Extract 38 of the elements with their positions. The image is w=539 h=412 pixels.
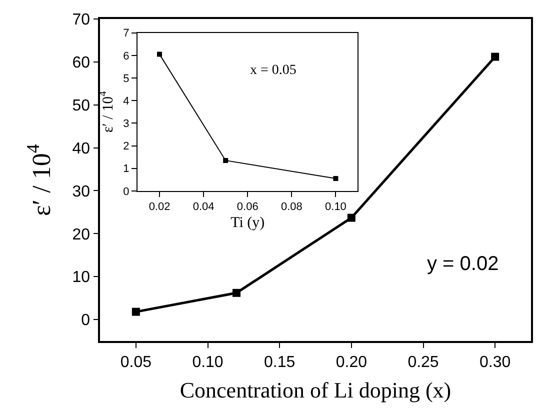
x-tick-label: 0.05	[120, 354, 152, 371]
x-axis-title: Concentration of Li doping (x)	[180, 377, 452, 402]
y-tick-label: 6	[123, 50, 130, 62]
y-tick-label: 50	[72, 97, 90, 114]
x-tick-label: 0.15	[264, 354, 296, 371]
y-tick-label: 1	[123, 163, 130, 176]
y-tick-label: 0	[123, 186, 130, 198]
y-tick-label: 4	[123, 95, 130, 108]
point	[347, 214, 356, 222]
y-tick-label: 60	[72, 54, 90, 72]
y-tick-label: 20	[72, 226, 90, 244]
x-tick-label: 0.10	[192, 354, 224, 371]
x-tick-label: 0.08	[280, 201, 302, 214]
y-tick-label: 10	[72, 269, 90, 286]
y-tick-label: 40	[72, 140, 90, 158]
point	[232, 288, 240, 297]
point	[333, 176, 338, 182]
x-tick-label: 0.20	[336, 354, 368, 371]
y-tick-label: 5	[123, 72, 130, 85]
y-tick-label: 70	[72, 12, 90, 29]
point	[132, 308, 140, 316]
y-tick-label: 0	[81, 312, 90, 330]
x-axis-title: Ti (y)	[230, 215, 265, 232]
x-tick-label: 0.04	[192, 201, 214, 214]
x-tick-label: 0.06	[236, 201, 258, 214]
x-tick-label: 0.02	[148, 201, 170, 214]
point	[157, 52, 162, 57]
x-tick-label: 0.25	[408, 354, 439, 371]
y-tick-label: 2	[123, 140, 130, 153]
y-tick-label: 3	[123, 118, 130, 130]
annotation: x = 0.05	[250, 63, 296, 78]
y-tick-label: 30	[72, 183, 90, 200]
point	[491, 52, 500, 61]
annotation: y = 0.02	[427, 253, 499, 275]
x-tick-label: 0.10	[325, 201, 346, 214]
y-tick-label: 7	[123, 28, 130, 40]
point	[223, 158, 228, 163]
x-tick-label: 0.30	[480, 354, 511, 371]
